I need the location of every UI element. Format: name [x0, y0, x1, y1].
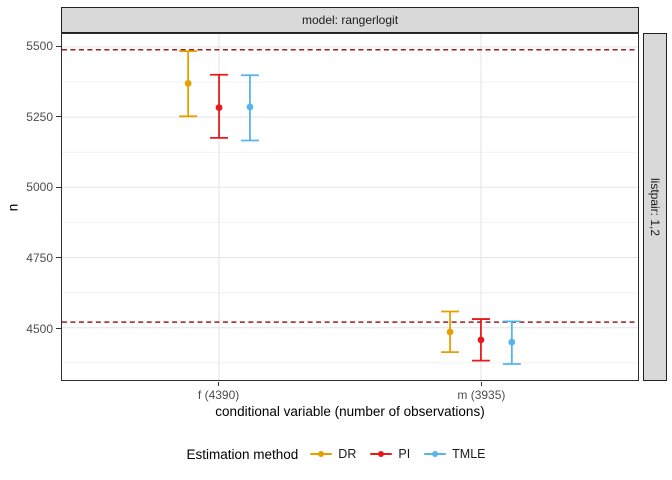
y-tick-label: 5500 [26, 39, 53, 53]
y-axis-title-text: n [5, 203, 21, 211]
legend-item-TMLE: TMLE [424, 447, 486, 461]
plot-canvas [62, 34, 638, 380]
y-tick-label: 4750 [26, 250, 53, 265]
y-tick-mark [56, 116, 61, 118]
data-point-DR [446, 328, 454, 336]
y-tick-mark [56, 45, 61, 47]
facet-strip-right: listpair: 1,2 [643, 33, 667, 381]
y-tick-mark [56, 257, 61, 259]
legend-key-errorbar-icon [424, 447, 447, 461]
y-tick-mark [56, 186, 61, 188]
legend: Estimation method DR PI TMLE [0, 442, 672, 466]
y-tick-label: 5000 [26, 180, 53, 195]
facet-strip-right-label: listpair: 1,2 [648, 177, 662, 237]
data-point-PI [477, 336, 485, 344]
y-tick-mark [56, 328, 61, 329]
legend-items: DR PI TMLE [310, 447, 486, 461]
legend-item-DR: DR [310, 447, 356, 461]
x-tick-label: f (4390) [197, 388, 240, 402]
legend-key-errorbar-icon [310, 447, 333, 461]
errorbar-TMLE [502, 320, 521, 365]
legend-item-PI: PI [370, 447, 410, 461]
errorbar-PI [210, 73, 229, 139]
plot-panel [61, 33, 639, 381]
x-tick-mark [218, 382, 220, 386]
errorbar-TMLE [240, 74, 259, 142]
data-point-TMLE [246, 103, 254, 111]
y-tick-label: 5250 [26, 109, 53, 124]
errorbar-DR [441, 310, 460, 354]
x-tick-mark [480, 382, 482, 386]
legend-item-label: TMLE [452, 447, 486, 461]
y-tick-label: 4500 [26, 321, 53, 336]
data-point-TMLE [508, 338, 516, 346]
data-point-PI [215, 104, 223, 111]
errorbar-DR [179, 50, 198, 118]
errorbar-PI [471, 318, 490, 362]
legend-item-label: DR [338, 447, 357, 461]
legend-item-label: PI [398, 447, 411, 461]
facet-strip-top-label: model: rangerlogit [301, 13, 399, 27]
data-point-DR [184, 80, 192, 87]
legend-key-errorbar-icon [370, 447, 393, 461]
legend-title: Estimation method [186, 446, 299, 462]
facet-strip-top: model: rangerlogit [61, 7, 639, 33]
x-axis-title: conditional variable (number of observat… [215, 404, 485, 419]
x-tick-label: m (3935) [457, 388, 506, 402]
